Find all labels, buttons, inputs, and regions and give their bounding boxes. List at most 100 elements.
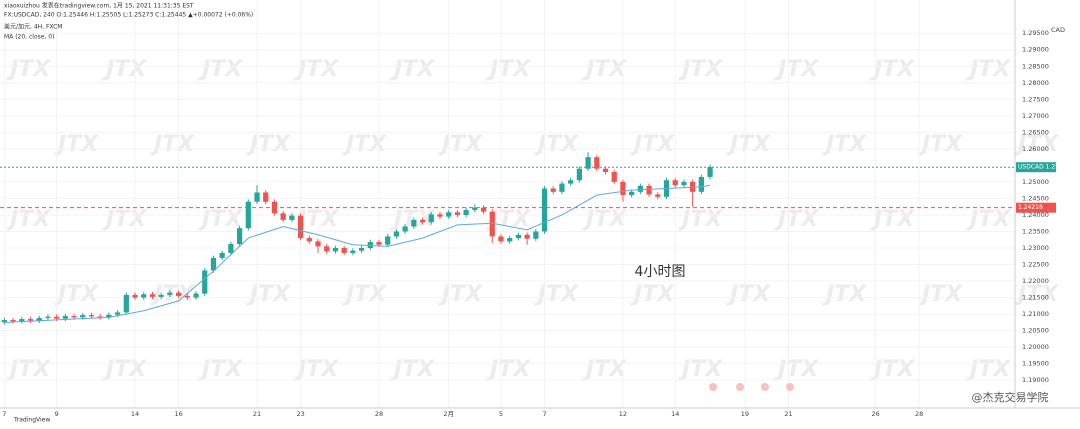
x-tick-label: 7 bbox=[2, 410, 6, 418]
x-tick-label: 12 bbox=[619, 410, 627, 418]
candle-body bbox=[393, 231, 400, 237]
watermark: JTX bbox=[582, 357, 627, 382]
candle-body bbox=[454, 212, 461, 215]
candle-body bbox=[637, 185, 643, 192]
annotation: 4小时图 bbox=[635, 264, 686, 280]
candle-body bbox=[463, 210, 469, 215]
watermark: JTX bbox=[342, 132, 387, 157]
axis-unit: CAD bbox=[1051, 26, 1065, 34]
watermark: JTX bbox=[390, 357, 435, 382]
candle-body bbox=[193, 293, 199, 298]
y-tick-label: 1.26500 bbox=[1022, 128, 1049, 136]
source: @杰克交易学院 bbox=[972, 390, 1049, 404]
candle-body bbox=[437, 214, 443, 217]
candle-body bbox=[254, 192, 260, 202]
candle-body bbox=[480, 207, 487, 212]
grid bbox=[0, 0, 1015, 408]
watermark: JTX bbox=[966, 207, 1011, 232]
y-tick-label: 1.20000 bbox=[1022, 343, 1049, 351]
watermark: JTX bbox=[1014, 282, 1059, 307]
candle-body bbox=[289, 215, 295, 220]
watermark: JTX bbox=[294, 57, 339, 82]
watermark: JTX bbox=[246, 132, 291, 157]
watermark: JTX bbox=[822, 282, 867, 307]
candle-body bbox=[419, 219, 426, 223]
watermark: JTX bbox=[102, 57, 147, 82]
y-tick-label: 1.25000 bbox=[1022, 178, 1049, 186]
header: xiaoxuizhou 发表在tradingview.com, 1月 15, 2… bbox=[4, 2, 194, 10]
candle-body bbox=[646, 185, 652, 195]
candle-body bbox=[358, 248, 365, 251]
candle-body bbox=[611, 172, 617, 182]
candle-body bbox=[620, 181, 626, 196]
event-icons bbox=[709, 383, 794, 391]
y-tick-label: 1.29000 bbox=[1022, 46, 1049, 54]
candle-body bbox=[698, 176, 704, 192]
watermark: JTX bbox=[6, 357, 51, 382]
watermark: JTX bbox=[54, 132, 99, 157]
candle-body bbox=[594, 157, 600, 169]
watermark: JTX bbox=[198, 207, 243, 232]
candle-body bbox=[80, 315, 86, 318]
candle-body bbox=[202, 270, 208, 294]
watermark: JTX bbox=[1014, 132, 1059, 157]
watermark: JTX bbox=[486, 357, 531, 382]
candle-body bbox=[36, 318, 42, 321]
watermark: JTX bbox=[438, 282, 483, 307]
candle-body bbox=[489, 211, 495, 237]
candle-body bbox=[149, 294, 156, 297]
watermark: JTX bbox=[582, 207, 627, 232]
watermark: JTX bbox=[774, 357, 819, 382]
y-tick-label: 1.24000 bbox=[1022, 211, 1049, 219]
candle-body bbox=[533, 231, 539, 239]
candle-body bbox=[332, 248, 339, 252]
candle-body bbox=[158, 294, 164, 297]
candle-body bbox=[629, 191, 635, 196]
candle-body bbox=[245, 201, 251, 229]
watermark: JTX bbox=[822, 132, 867, 157]
y-tick-label: 1.20500 bbox=[1022, 327, 1049, 335]
watermark: JTX bbox=[150, 282, 195, 307]
y-tick-label: 1.19000 bbox=[1022, 376, 1049, 384]
candle-body bbox=[498, 236, 504, 242]
y-tick-label: 1.26000 bbox=[1022, 145, 1049, 153]
candle-body bbox=[681, 181, 687, 186]
candle-body bbox=[576, 168, 582, 181]
y-tick-label: 1.27000 bbox=[1022, 112, 1049, 120]
candle-body bbox=[115, 312, 121, 315]
y-tick-label: 1.19500 bbox=[1022, 360, 1049, 368]
ohlc-line: FX:USDCAD, 240 O:1.25446 H:1.25505 L:1.2… bbox=[4, 12, 253, 19]
candle-body bbox=[210, 257, 217, 271]
level-tag bbox=[1016, 202, 1056, 213]
candle-body bbox=[324, 246, 330, 252]
watermark: JTX bbox=[630, 282, 675, 307]
candle-body bbox=[602, 168, 609, 172]
level-label: 1.24218 bbox=[1018, 204, 1043, 211]
x-tick-label: 19 bbox=[741, 410, 749, 418]
watermark: JTX bbox=[870, 207, 915, 232]
watermark: JTX bbox=[198, 357, 243, 382]
watermark: JTX bbox=[918, 282, 963, 307]
candle-body bbox=[123, 294, 129, 313]
x-tick-label: 21 bbox=[784, 410, 792, 418]
y-tick-label: 1.23500 bbox=[1022, 227, 1049, 235]
watermark: JTX bbox=[438, 132, 483, 157]
last_price-label: USDCAD 1.25445 bbox=[1018, 164, 1071, 171]
candle-body bbox=[472, 207, 478, 210]
watermark: JTX bbox=[726, 132, 771, 157]
candle-body bbox=[132, 294, 138, 298]
candle-body bbox=[71, 316, 77, 318]
y-tick-label: 1.28000 bbox=[1022, 79, 1049, 87]
candle-body bbox=[568, 180, 574, 184]
y-tick-label: 1.22500 bbox=[1022, 261, 1049, 269]
watermark: JTX bbox=[342, 282, 387, 307]
candle-body bbox=[236, 228, 243, 245]
candle-body bbox=[219, 252, 225, 258]
x-tick-label: 5 bbox=[499, 410, 503, 418]
candle-body bbox=[263, 192, 269, 202]
candle-body bbox=[550, 188, 556, 192]
y-tick-label: 1.28500 bbox=[1022, 62, 1049, 70]
candle-body bbox=[97, 316, 103, 318]
candle-body bbox=[350, 250, 356, 253]
